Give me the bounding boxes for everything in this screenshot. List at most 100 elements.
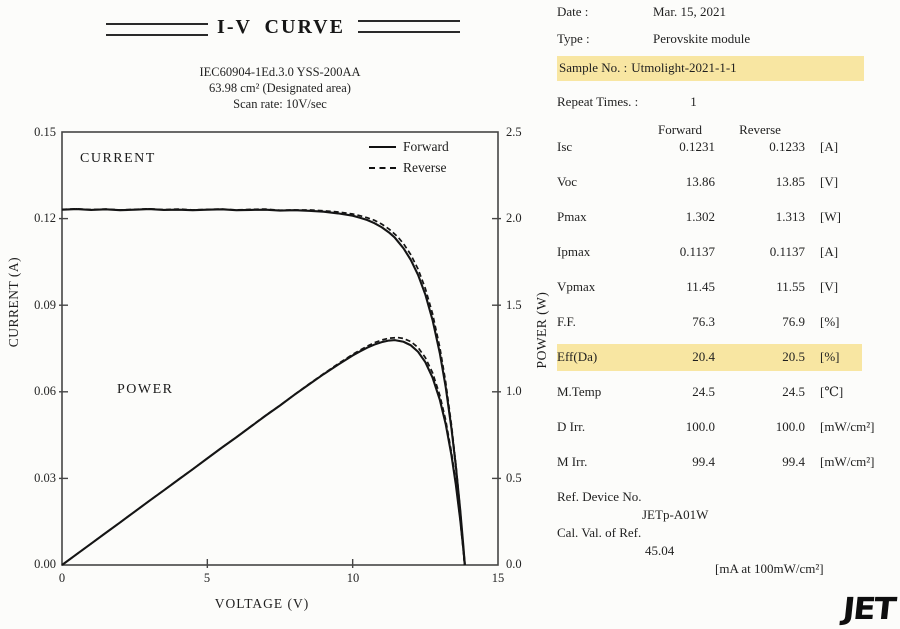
forward-power-curve xyxy=(61,339,466,566)
x-axis-label: VOLTAGE (V) xyxy=(214,596,310,611)
left-tick-5: 0.00 xyxy=(34,557,56,571)
left-tick-3: 0.06 xyxy=(34,384,56,398)
type-value: Perovskite module xyxy=(653,31,751,46)
left-tick-0: 0.15 xyxy=(34,125,56,139)
reverse-value: 11.55 xyxy=(776,279,805,294)
iv-power-plot xyxy=(59,131,501,568)
right-tick-3: 1.0 xyxy=(506,384,522,398)
row-label: Pmax xyxy=(557,209,587,224)
forward-value: 20.4 xyxy=(692,349,715,364)
forward-value: 24.5 xyxy=(692,384,715,399)
forward-value: 13.86 xyxy=(685,174,715,189)
standard-reference: IEC60904-1Ed.3.0 YSS-200AA xyxy=(199,65,361,79)
chart-title: I-V CURVE xyxy=(217,16,345,38)
right-tick-5: 0.0 xyxy=(506,557,522,571)
row-label: Ipmax xyxy=(557,244,591,259)
sample-number-row: Sample No. : Utmolight-2021-1-1 xyxy=(557,56,864,81)
reverse-value: 100.0 xyxy=(775,419,805,434)
title-decoration-left xyxy=(106,23,208,36)
results-table: Forward Reverse Isc 0.1231 0.1233 [A] Vo… xyxy=(557,122,900,489)
table-row-dirr: D Irr. 100.0 100.0 [mW/cm²] xyxy=(557,419,900,435)
cal-val-label: Cal. Val. of Ref. xyxy=(557,525,642,540)
reverse-value: 1.313 xyxy=(775,209,805,224)
jet-logo: JET xyxy=(840,590,896,627)
unit: [%] xyxy=(820,314,840,329)
table-row-mirr: M Irr. 99.4 99.4 [mW/cm²] xyxy=(557,454,900,470)
reverse-value: 0.1233 xyxy=(769,139,805,154)
forward-value: 0.1231 xyxy=(679,139,715,154)
power-curve-label: POWER xyxy=(117,382,174,397)
forward-value: 100.0 xyxy=(685,419,715,434)
reverse-value: 20.5 xyxy=(782,349,805,364)
solid-line-swatch xyxy=(369,145,396,148)
forward-value: 1.302 xyxy=(685,209,715,224)
repeat-times-value: 1 xyxy=(690,94,697,109)
designated-area: 63.98 cm² (Designated area) xyxy=(209,81,351,95)
sample-number-value: Utmolight-2021-1-1 xyxy=(631,60,737,75)
row-label: Isc xyxy=(557,139,573,154)
table-row-vpmax: Vpmax 11.45 11.55 [V] xyxy=(557,279,900,295)
ref-device-value: JETp-A01W xyxy=(642,507,709,522)
type-label: Type : xyxy=(557,31,590,46)
forward-column-header: Forward xyxy=(657,122,703,137)
unit: [W] xyxy=(820,209,841,224)
title-decoration-right xyxy=(358,20,460,33)
row-label: M Irr. xyxy=(557,454,588,469)
left-tick-1: 0.12 xyxy=(34,211,56,225)
cal-val-value: 45.04 xyxy=(645,543,675,558)
left-tick-4: 0.03 xyxy=(34,471,56,485)
legend-label-reverse: Reverse xyxy=(403,159,447,175)
cal-val-unit: [mA at 100mW/cm²] xyxy=(715,561,824,576)
forward-value: 0.1137 xyxy=(679,244,715,259)
table-row-mtemp: M.Temp 24.5 24.5 [℃] xyxy=(557,384,900,400)
type-row: Type : Perovskite module xyxy=(557,31,750,47)
reverse-column-header: Reverse xyxy=(739,122,781,137)
legend-item-reverse: Reverse xyxy=(369,157,449,178)
unit: [%] xyxy=(820,349,840,364)
left-y-axis-label: CURRENT (A) xyxy=(6,256,21,348)
legend-item-forward: Forward xyxy=(369,136,449,157)
unit: [℃] xyxy=(820,384,844,399)
unit: [mW/cm²] xyxy=(820,419,875,434)
results-header-row: Forward Reverse xyxy=(557,122,900,138)
reverse-value: 13.85 xyxy=(775,174,805,189)
table-row-voc: Voc 13.86 13.85 [V] xyxy=(557,174,900,190)
row-label: M.Temp xyxy=(557,384,602,399)
current-curve-label: CURRENT xyxy=(80,151,156,166)
x-tick-3: 15 xyxy=(491,571,505,585)
forward-value: 76.3 xyxy=(692,314,715,329)
reverse-value: 0.1137 xyxy=(769,244,805,259)
table-row-isc: Isc 0.1231 0.1233 [A] xyxy=(557,139,900,155)
unit: [V] xyxy=(820,279,839,294)
table-row-ff: F.F. 76.3 76.9 [%] xyxy=(557,314,900,330)
row-label: Vpmax xyxy=(557,279,596,294)
reference-block: Ref. Device No. JETp-A01W Cal. Val. of R… xyxy=(557,489,900,581)
x-tick-0: 0 xyxy=(58,571,66,585)
legend-label-forward: Forward xyxy=(403,138,449,154)
repeat-times-label: Repeat Times. : xyxy=(557,94,639,109)
legend: Forward Reverse xyxy=(369,136,449,178)
row-label: Eff(Da) xyxy=(557,349,598,364)
chart-panel: I-V CURVE IEC60904-1Ed.3.0 YSS-200AA 63.… xyxy=(6,16,549,611)
unit: [mW/cm²] xyxy=(820,454,875,469)
reverse-power-curve xyxy=(61,336,466,566)
unit: [V] xyxy=(820,174,839,189)
forward-value: 99.4 xyxy=(692,454,715,469)
x-tick-1: 5 xyxy=(203,571,211,585)
row-label: Voc xyxy=(557,174,577,189)
reverse-current-curve xyxy=(61,207,466,566)
date-label: Date : xyxy=(557,4,589,19)
right-tick-1: 2.0 xyxy=(506,211,522,225)
row-label: D Irr. xyxy=(557,419,586,434)
curves xyxy=(61,207,466,566)
date-row: Date : Mar. 15, 2021 xyxy=(557,4,726,20)
row-label: F.F. xyxy=(557,314,576,329)
right-y-axis-label: POWER (W) xyxy=(534,291,549,369)
reverse-value: 99.4 xyxy=(782,454,805,469)
reverse-value: 76.9 xyxy=(782,314,805,329)
table-row-ipmax: Ipmax 0.1137 0.1137 [A] xyxy=(557,244,900,260)
forward-value: 11.45 xyxy=(686,279,715,294)
plot-frame xyxy=(61,131,499,566)
left-tick-2: 0.09 xyxy=(34,298,56,312)
